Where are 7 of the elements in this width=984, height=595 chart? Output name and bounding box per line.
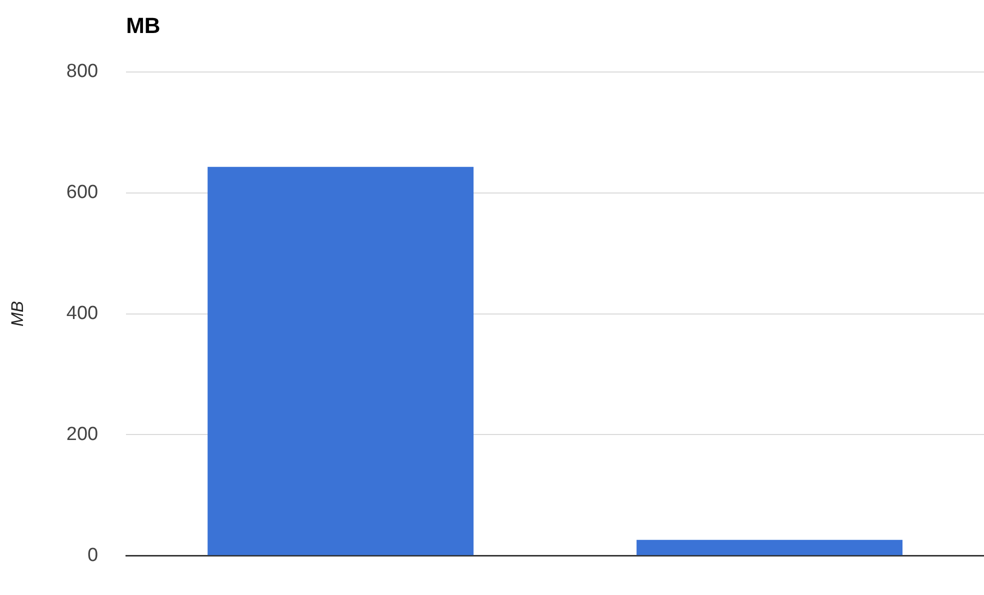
y-tick-label: 600 <box>66 182 98 204</box>
y-tick-label: 0 <box>88 544 98 566</box>
y-axis-title: MB <box>8 301 27 327</box>
y-tick-label: 200 <box>66 424 98 445</box>
y-tick-label: 400 <box>66 303 98 324</box>
y-tick-label: 800 <box>66 61 98 82</box>
chart-title: MB <box>126 13 160 38</box>
